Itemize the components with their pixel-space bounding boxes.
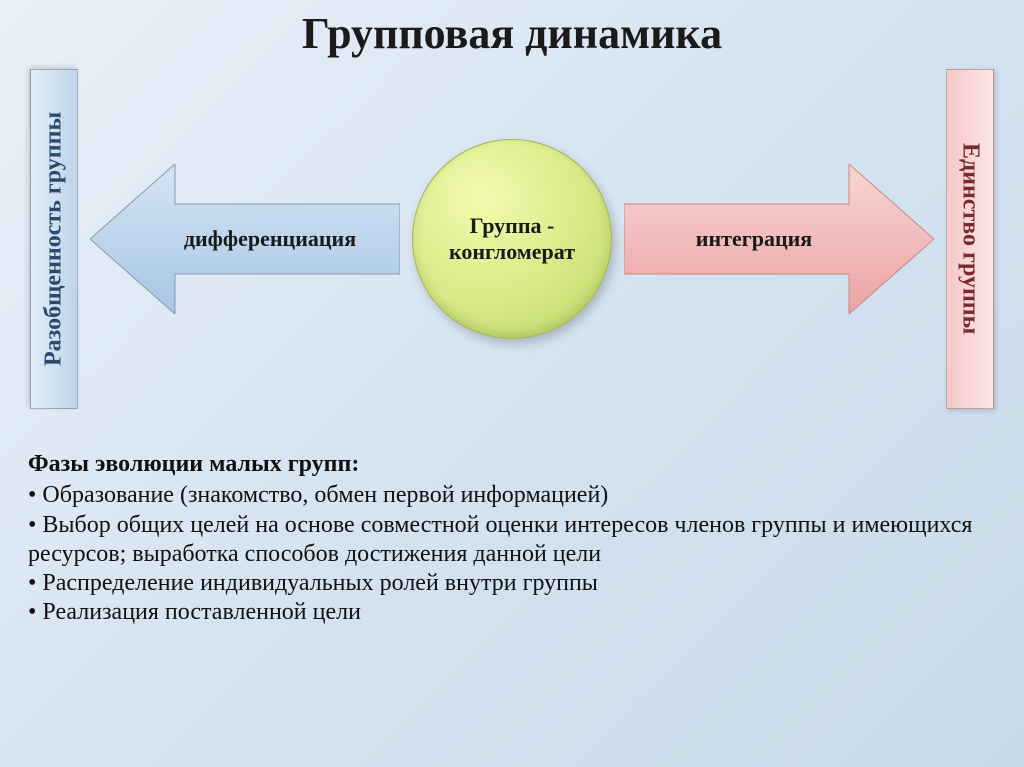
right-bar-label: Единство группы xyxy=(957,143,984,334)
group-dynamics-diagram: Разобщенность группы Единство группы диф… xyxy=(0,69,1024,429)
right-arrow-label: интеграция xyxy=(624,226,934,252)
page-title: Групповая динамика xyxy=(0,0,1024,59)
phases-list: Образование (знакомство, обмен первой ин… xyxy=(28,481,996,627)
left-bar-disunity: Разобщенность группы xyxy=(30,69,78,409)
left-arrow-differentiation: дифференциация xyxy=(90,164,400,314)
right-bar-unity: Единство группы xyxy=(946,69,994,409)
center-circle-label: Группа - конгломерат xyxy=(423,213,601,266)
left-bar-label: Разобщенность группы xyxy=(41,112,68,366)
list-item: Выбор общих целей на основе совместной о… xyxy=(28,511,996,570)
phases-heading: Фазы эволюции малых групп: xyxy=(28,450,996,479)
right-arrow-integration: интеграция xyxy=(624,164,934,314)
list-item: Распределение индивидуальных ролей внутр… xyxy=(28,569,996,598)
list-item: Реализация поставленной цели xyxy=(28,598,996,627)
list-item: Образование (знакомство, обмен первой ин… xyxy=(28,481,996,510)
phases-text: Фазы эволюции малых групп: Образование (… xyxy=(28,450,996,628)
center-circle-conglomerate: Группа - конгломерат xyxy=(412,139,612,339)
left-arrow-label: дифференциация xyxy=(90,226,400,252)
